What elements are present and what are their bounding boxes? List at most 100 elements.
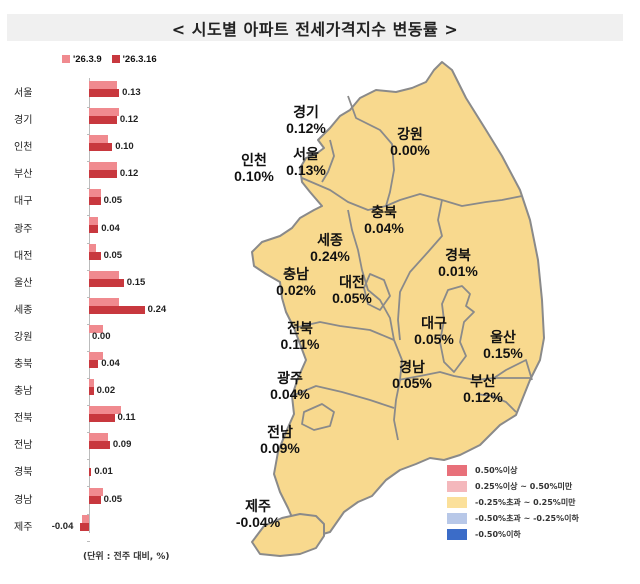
map-legend-item: -0.50%초과 ~ -0.25%이하 <box>447 510 579 526</box>
legend-swatch-icon <box>447 512 467 524</box>
axis-tick <box>87 350 90 352</box>
map-region-label: 경북 0.01% <box>428 247 488 279</box>
legend-label: -0.50%이하 <box>475 529 521 539</box>
unit-note: (단위 : 전주 대비, %) <box>83 552 170 562</box>
bar-current-week <box>89 414 115 423</box>
bar-current-week <box>79 522 89 531</box>
category-label: 충북 <box>14 359 33 370</box>
category-label: 부산 <box>14 169 33 181</box>
chart-row: 제주 -0.04 <box>0 514 200 544</box>
category-label: 세종 <box>14 304 33 316</box>
region-name: 경기 <box>293 104 319 120</box>
map-legend-item: -0.50%이하 <box>447 526 579 542</box>
region-name: 강원 <box>397 126 423 142</box>
chart-title: < 시도별 아파트 전세가격지수 변동률 > <box>171 19 459 39</box>
bar-current-week <box>89 251 101 260</box>
border-busan <box>475 393 517 413</box>
data-label: 0.09 <box>112 439 132 451</box>
category-label: 전북 <box>14 413 33 425</box>
legend-item-prev-week: '26.3.9 <box>62 54 102 65</box>
category-label: 서울 <box>14 88 33 99</box>
axis-tick <box>87 107 90 108</box>
border-chungbuk-chungnam <box>347 209 395 341</box>
map-region-label: 전북 0.11% <box>270 320 330 352</box>
bar-current-week <box>89 143 113 152</box>
border-jeonbuk-east <box>393 339 403 441</box>
legend-item-current-week: '26.3.16 <box>111 54 157 65</box>
chart-row: 전북 0.11 <box>0 405 200 435</box>
region-name: 경남 <box>399 359 425 375</box>
map-region-label: 광주 0.04% <box>260 370 320 402</box>
bar-prev-week <box>89 406 122 415</box>
bar-prev-week <box>89 189 101 198</box>
region-value: 0.00% <box>390 142 430 159</box>
data-label: 0.02 <box>96 385 116 397</box>
map-region-label: 대전 0.05% <box>322 274 382 306</box>
axis-tick <box>87 215 90 217</box>
legend-label: -0.50%초과 ~ -0.25%이하 <box>475 513 579 523</box>
chart-row: 경북 0.01 <box>0 459 200 489</box>
category-label: 전남 <box>14 440 33 452</box>
axis-tick <box>87 486 90 488</box>
bar-prev-week <box>89 352 103 360</box>
chart-row: 세종 0.24 <box>0 297 200 327</box>
data-label: 0.05 <box>103 249 123 261</box>
bar-current-week <box>89 495 101 504</box>
chart-row: 충남 0.02 <box>0 378 200 408</box>
chart-row: 울산 0.15 <box>0 270 200 300</box>
bar-prev-week <box>89 379 94 388</box>
data-label: 0.04 <box>101 222 120 234</box>
category-label: 경기 <box>14 115 33 127</box>
region-name: 전북 <box>287 320 313 336</box>
region-name: 광주 <box>277 370 303 386</box>
border-gyeonggi-chung <box>301 177 523 211</box>
legend-label: 0.25%이상 ~ 0.50%미만 <box>475 481 573 491</box>
map-region-label: 서울 0.13% <box>276 146 336 178</box>
region-name: 서울 <box>293 146 319 162</box>
legend-label: -0.25%초과 ~ 0.25%미만 <box>475 497 576 507</box>
bar-current-week <box>89 116 117 125</box>
legend-label: 0.50%이상 <box>475 465 518 475</box>
region-name: 제주 <box>245 498 271 514</box>
category-label: 경남 <box>14 494 33 506</box>
map-legend: 0.50%이상 0.25%이상 ~ 0.50%미만 -0.25%초과 ~ 0.25%… <box>447 462 579 542</box>
region-value: 0.15% <box>483 345 523 362</box>
map-legend-item: 0.25%이상 ~ 0.50%미만 <box>447 478 579 494</box>
mainland-shape <box>251 61 545 537</box>
data-label: 0.01 <box>94 466 113 478</box>
axis-tick <box>87 242 90 244</box>
legend-swatch-icon <box>447 496 467 508</box>
bar-current-week <box>89 387 94 396</box>
axis-tick <box>87 323 90 325</box>
category-label: 인천 <box>14 142 33 154</box>
bar-prev-week <box>89 81 117 89</box>
jeju-shape <box>251 513 325 557</box>
border-gyeongbuk-south <box>397 371 530 381</box>
region-name: 대구 <box>421 315 447 331</box>
map-region-label: 세종 0.24% <box>300 232 360 264</box>
map-legend-item: 0.50%이상 <box>447 462 579 478</box>
legend-swatch-icon <box>447 464 467 476</box>
data-label: -0.04 <box>51 520 74 532</box>
map-region-label: 강원 0.00% <box>380 126 440 158</box>
border-daejeon <box>363 273 391 311</box>
border-daegu <box>439 285 475 373</box>
region-value: -0.04% <box>235 514 281 531</box>
region-name: 경북 <box>445 247 471 263</box>
region-name: 전남 <box>267 424 293 440</box>
region-name: 울산 <box>490 329 516 345</box>
region-name: 부산 <box>470 373 496 389</box>
bar-prev-week <box>89 433 108 442</box>
category-label: 울산 <box>14 277 33 289</box>
bar-prev-week <box>89 243 96 252</box>
axis-tick <box>87 405 90 407</box>
border-jeonbuk-north <box>293 321 395 341</box>
axis-tick <box>87 188 90 190</box>
category-label: 충남 <box>14 386 33 398</box>
legend-swatch-icon <box>111 55 120 63</box>
bar-prev-week <box>82 514 89 523</box>
map-region-label: 제주 -0.04% <box>228 498 288 530</box>
region-value: 0.02% <box>276 282 316 299</box>
map-region-label: 인천 0.10% <box>224 152 284 184</box>
bar-current-week <box>89 224 99 233</box>
